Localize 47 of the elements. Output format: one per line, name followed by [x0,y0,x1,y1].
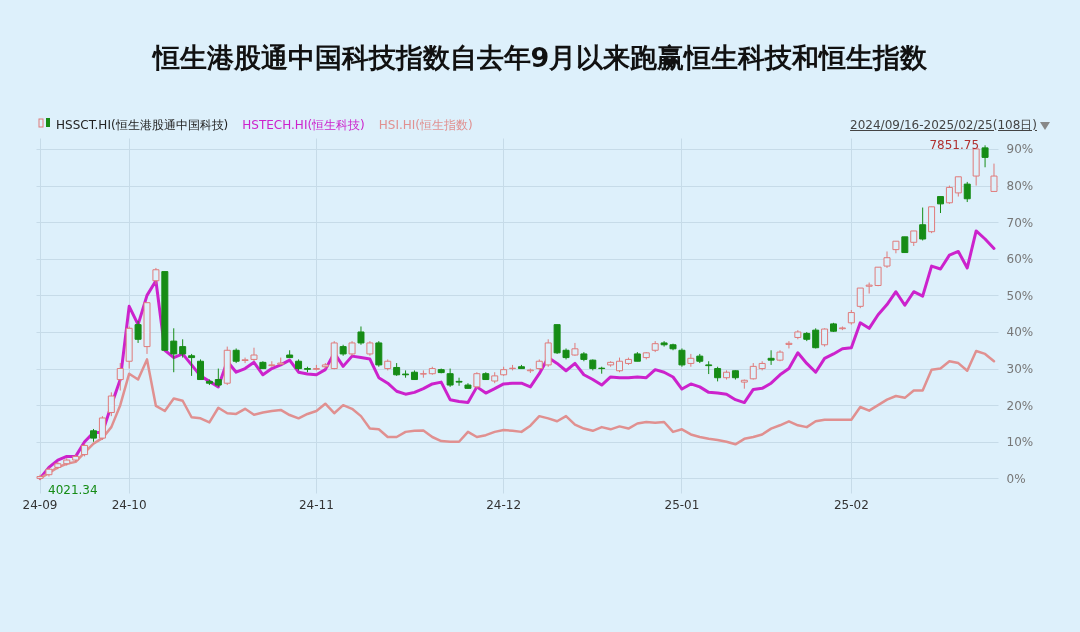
y-tick-label: 80% [1006,179,1034,194]
candlestick [98,415,106,441]
y-tick-label: 10% [1006,435,1034,450]
chart-title: 恒生港股通中国科技指数自去年9月以来跑赢恒生科技和恒生指数 [151,41,929,75]
y-tick-label: 50% [1006,288,1034,303]
candlestick [107,391,115,417]
candlestick [678,347,686,368]
y-tick-label: 30% [1006,362,1034,377]
x-tick-label: 24-12 [486,497,522,512]
candlestick [196,358,204,381]
candlestick [981,144,989,168]
y-tick-label: 0% [1006,471,1026,486]
candlestick [767,349,775,366]
candlestick [357,325,365,346]
candlestick [170,327,178,373]
candlestick [945,185,953,205]
candlestick [785,340,793,349]
legend-label: HSSCT.HI(恒生港股通中国科技) [56,117,229,134]
candlestick [188,353,196,377]
candlestick [821,327,829,348]
x-tick-label: 24-11 [298,497,334,512]
y-tick-label: 70% [1006,215,1034,230]
x-tick-label: 24-09 [22,497,58,512]
candlestick [544,338,552,368]
candlestick [375,340,383,368]
y-tick-label: 60% [1006,252,1034,267]
candlestick [954,176,962,198]
x-tick-label: 25-02 [833,497,869,512]
text: HSI.HI(恒生指数) [378,117,473,134]
candlestick [919,207,927,241]
text: HSTECH.HI(恒生科技) [242,117,365,134]
text: 2024/09/16-2025/02/25(108日) [850,117,1037,134]
x-tick-label: 25-01 [664,497,700,512]
candlestick [179,338,187,359]
candlestick [856,287,864,309]
candlestick [990,163,998,192]
y-tick-label: 20% [1006,398,1034,413]
annotation: 7851.75 [929,138,980,153]
candlestick [134,320,142,344]
candlestick [116,362,124,392]
y-tick-label: 90% [1006,142,1034,157]
candlestick [963,181,971,203]
candlestick [687,353,695,368]
annotation: 4021.34 [48,483,98,498]
candlestick [214,368,222,388]
x-tick-label: 24-10 [111,497,147,512]
y-tick-label: 40% [1006,325,1034,340]
